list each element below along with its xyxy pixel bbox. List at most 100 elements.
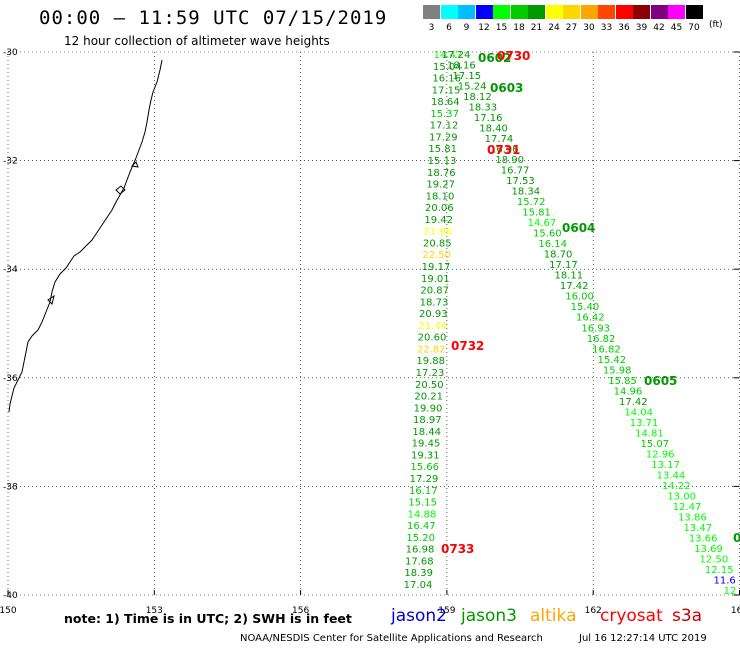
satellite-jason2: jason2 bbox=[391, 606, 447, 626]
coastline-detail bbox=[47, 161, 139, 305]
swh-value: 13.47 bbox=[683, 523, 712, 534]
swh-value: 16.47 bbox=[407, 521, 436, 532]
lon-tick-label: 156 bbox=[292, 606, 309, 616]
swh-value: 18.97 bbox=[413, 415, 442, 426]
swh-value: 15.98 bbox=[603, 365, 632, 376]
swh-value: 17.42 bbox=[619, 397, 648, 408]
swh-value: 18.10 bbox=[426, 191, 455, 202]
lat-tick-label: -34 bbox=[3, 265, 18, 275]
pass-time-label: 0733 bbox=[441, 542, 474, 556]
swh-value: 14.04 bbox=[624, 407, 653, 418]
page-title: 00:00 – 11:59 UTC 07/15/2019 bbox=[39, 7, 388, 29]
swh-value: 17.29 bbox=[410, 474, 439, 485]
swh-value: 15.81 bbox=[428, 144, 457, 155]
legend-swatch bbox=[475, 5, 493, 19]
pass-time-label: 0605 bbox=[644, 374, 677, 388]
legend-swatch bbox=[668, 5, 685, 19]
swh-value: 19.17 bbox=[422, 262, 451, 273]
lon-tick-label: 153 bbox=[146, 606, 163, 616]
map-grid bbox=[7, 51, 740, 596]
swh-value: 15.60 bbox=[533, 229, 562, 240]
swh-value: 13.17 bbox=[651, 460, 680, 471]
swh-value: 12.15 bbox=[705, 565, 734, 576]
swh-value: 12 bbox=[724, 586, 737, 597]
legend-label: 70 bbox=[688, 23, 700, 33]
lon-tick-label: 150 bbox=[0, 606, 17, 616]
swh-value: 15.15 bbox=[408, 498, 437, 509]
lat-tick-label: -38 bbox=[3, 482, 18, 492]
swh-value: 18.40 bbox=[479, 124, 508, 135]
legend-label: 18 bbox=[513, 23, 525, 33]
legend-label: 45 bbox=[670, 23, 683, 33]
swh-value: 15.42 bbox=[597, 355, 626, 366]
swh-value: 12.50 bbox=[700, 554, 729, 565]
legend-swatch bbox=[510, 5, 528, 19]
legend-label: 12 bbox=[478, 23, 490, 33]
swh-value: 13.66 bbox=[689, 533, 718, 544]
satellite-jason3: jason3 bbox=[461, 606, 517, 626]
page-subtitle: 12 hour collection of altimeter wave hei… bbox=[64, 34, 330, 48]
swh-value: 18.76 bbox=[427, 168, 456, 179]
footer-note: note: 1) Time is in UTC; 2) SWH is in fe… bbox=[64, 611, 352, 626]
swh-value: 20.93 bbox=[419, 309, 448, 320]
swh-value: 13.44 bbox=[657, 470, 686, 481]
swh-value: 20.87 bbox=[420, 286, 449, 297]
swh-value: 16.77 bbox=[501, 166, 530, 177]
legend-swatch bbox=[563, 5, 580, 19]
lat-tick-label: -32 bbox=[3, 157, 18, 167]
satellite-altika: altika bbox=[530, 606, 577, 626]
satellite-s3a: s3a bbox=[672, 606, 703, 626]
swh-value: 14.47 bbox=[434, 50, 463, 61]
swh-value: 19.90 bbox=[414, 403, 443, 414]
swh-value: 16.42 bbox=[576, 313, 605, 324]
lon-tick-label: 162 bbox=[585, 606, 602, 616]
swh-value: 15.81 bbox=[522, 208, 551, 219]
swh-value: 18.11 bbox=[555, 271, 584, 282]
swh-value: 17.29 bbox=[429, 132, 458, 143]
legend-swatch bbox=[598, 5, 615, 19]
swh-value: 19.01 bbox=[421, 274, 450, 285]
swh-value: 15.85 bbox=[608, 376, 637, 387]
pass-time-label: 0731 bbox=[487, 143, 520, 157]
swh-value: 18.34 bbox=[512, 187, 541, 198]
legend-unit: (ft) bbox=[709, 20, 723, 30]
swh-value: 17.16 bbox=[474, 113, 503, 124]
lat-tick-label: -36 bbox=[3, 374, 18, 384]
lat-tick-label: -30 bbox=[3, 48, 18, 58]
swh-value: 14.67 bbox=[528, 218, 557, 229]
swh-value: 16.96 bbox=[490, 145, 519, 156]
swh-value: 14.22 bbox=[662, 481, 691, 492]
legend-label: 36 bbox=[618, 23, 630, 33]
legend-label: 15 bbox=[495, 23, 508, 33]
lat-tick-label: -40 bbox=[3, 591, 18, 601]
swh-value: 20.50 bbox=[415, 380, 444, 391]
swh-value: 18.70 bbox=[544, 250, 573, 261]
swh-value: 22.50 bbox=[422, 250, 451, 261]
legend-swatch bbox=[685, 5, 703, 19]
swh-value: 17.53 bbox=[506, 176, 535, 187]
swh-value: 17.12 bbox=[430, 121, 459, 132]
swh-value: 19.27 bbox=[426, 180, 455, 191]
swh-value: 17.74 bbox=[485, 134, 514, 145]
legend-swatch bbox=[440, 5, 458, 19]
swh-value: 20.60 bbox=[418, 333, 447, 344]
swh-value: 21.44 bbox=[418, 321, 447, 332]
swh-value: 13.86 bbox=[678, 512, 707, 523]
swh-value: 13.71 bbox=[630, 418, 659, 429]
swh-value: 18.73 bbox=[420, 297, 449, 308]
satellite-cryosat: cryosat bbox=[600, 606, 663, 626]
swh-value: 20.85 bbox=[423, 238, 452, 249]
legend-label: 9 bbox=[463, 23, 470, 33]
legend-label: 6 bbox=[446, 23, 452, 33]
swh-value: 17.23 bbox=[416, 368, 445, 379]
swh-value: 16.14 bbox=[538, 239, 567, 250]
swh-value: 17.15 bbox=[452, 71, 481, 82]
pass-time-label: 0604 bbox=[562, 221, 595, 235]
swh-value: 15.24 bbox=[458, 82, 487, 93]
swh-value: 15.72 bbox=[517, 197, 546, 208]
footer-credit: NOAA/NESDIS Center for Satellite Applica… bbox=[240, 633, 543, 644]
legend-swatch bbox=[528, 5, 545, 19]
swh-value: 17.17 bbox=[549, 260, 578, 271]
